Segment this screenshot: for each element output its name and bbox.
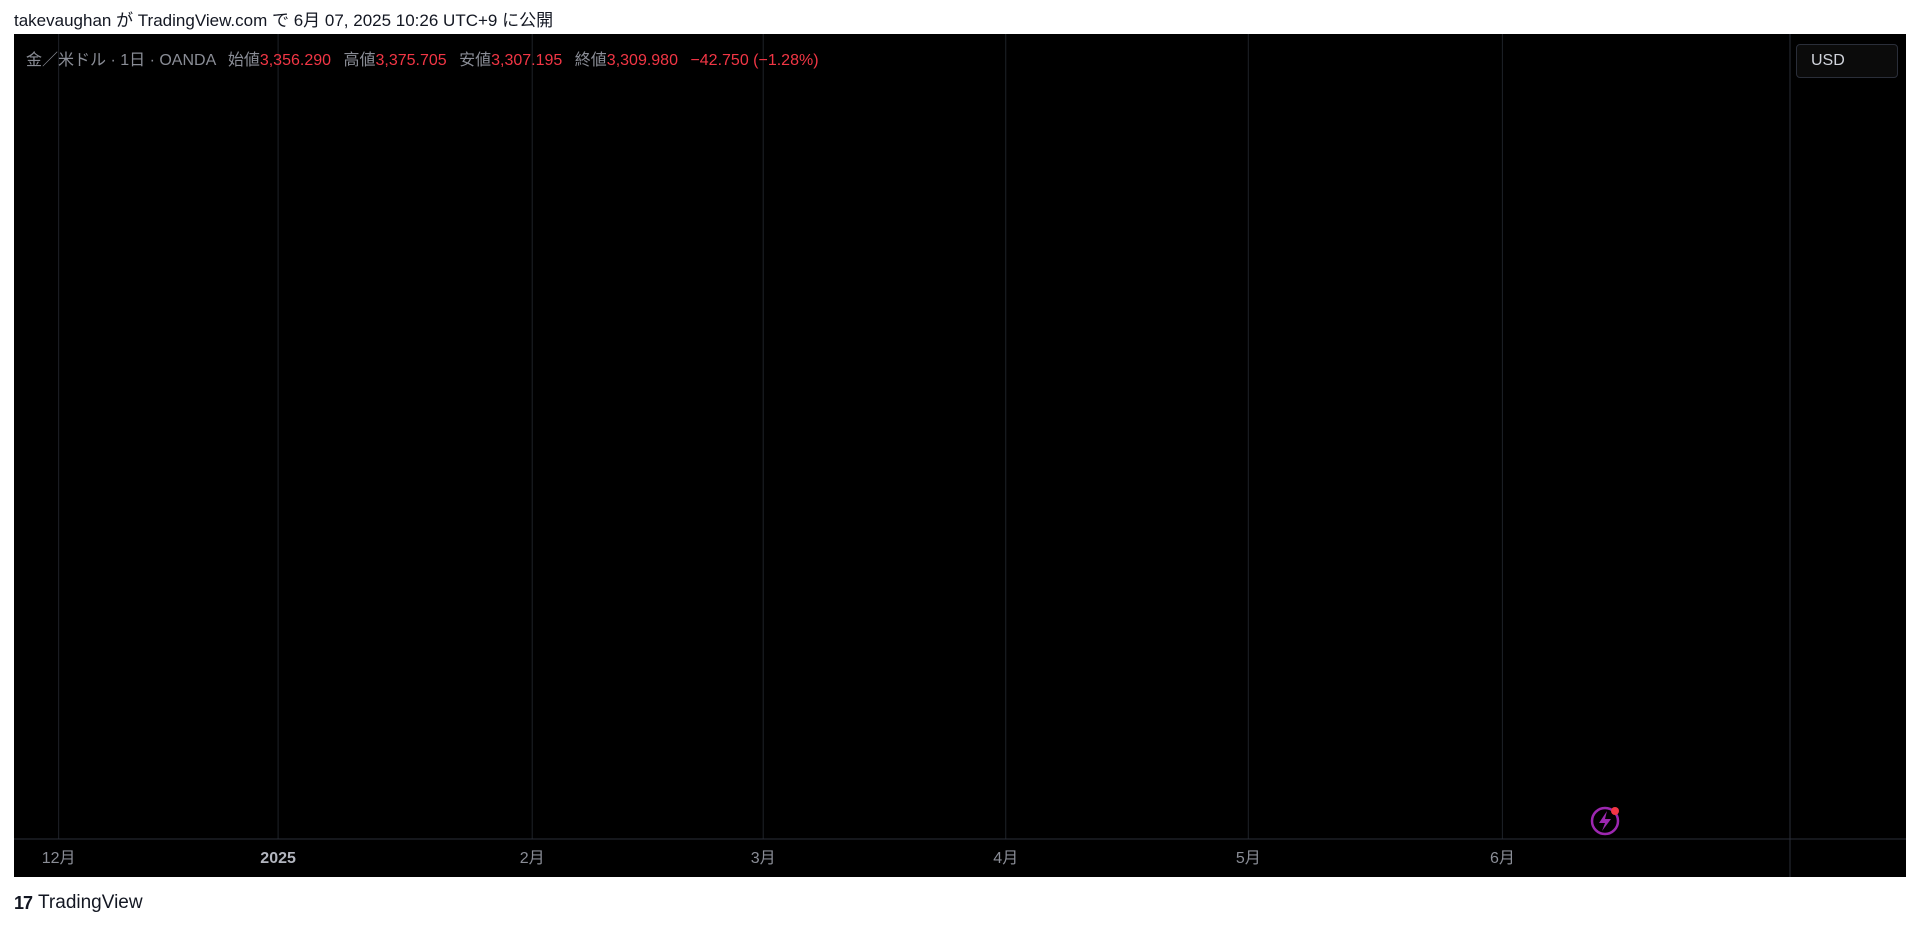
candlestick-chart[interactable]: 2,400.0002,500.0002,600.0002,700.0002,80… [14,34,1906,877]
x-tick-label: 3月 [751,850,776,867]
x-tick-label: 5月 [1236,850,1261,867]
high-value: 3,375.705 [375,52,447,69]
x-tick-label: 2025 [260,850,296,867]
high-label: 高値 [343,52,376,69]
close-label: 終値 [574,52,607,69]
change-value: −42.750 (−1.28%) [690,52,819,69]
chart-area[interactable]: 2,400.0002,500.0002,600.0002,700.0002,80… [14,34,1906,877]
low-value: 3,307.195 [491,52,563,69]
footer-brand[interactable]: 17 TradingView [14,892,143,914]
x-tick-label: 12月 [42,850,76,867]
x-tick-label: 4月 [993,850,1018,867]
footer-brand-label: TradingView [38,892,143,913]
alert-dot [1611,807,1619,815]
currency-button[interactable]: USD [1796,44,1898,78]
close-value: 3,309.980 [606,52,678,69]
published-line: takevaughan が TradingView.com で 6月 07, 2… [14,11,554,30]
alert-ring [1590,806,1620,836]
symbol-label[interactable]: 金／米ドル · 1日 · OANDA [26,52,216,69]
lightning-bolt-shape [1599,811,1611,831]
x-tick-label: 2月 [520,850,545,867]
open-label: 始値 [227,52,260,69]
symbol-legend: 金／米ドル · 1日 · OANDA 始値3,356.290 高値3,375.7… [26,46,819,70]
open-value: 3,356.290 [259,52,332,69]
low-label: 安値 [459,52,492,69]
lightning-bolt-icon[interactable] [1590,806,1620,836]
x-tick-label: 6月 [1490,850,1515,867]
tradingview-logo-icon: 17 [14,892,33,913]
